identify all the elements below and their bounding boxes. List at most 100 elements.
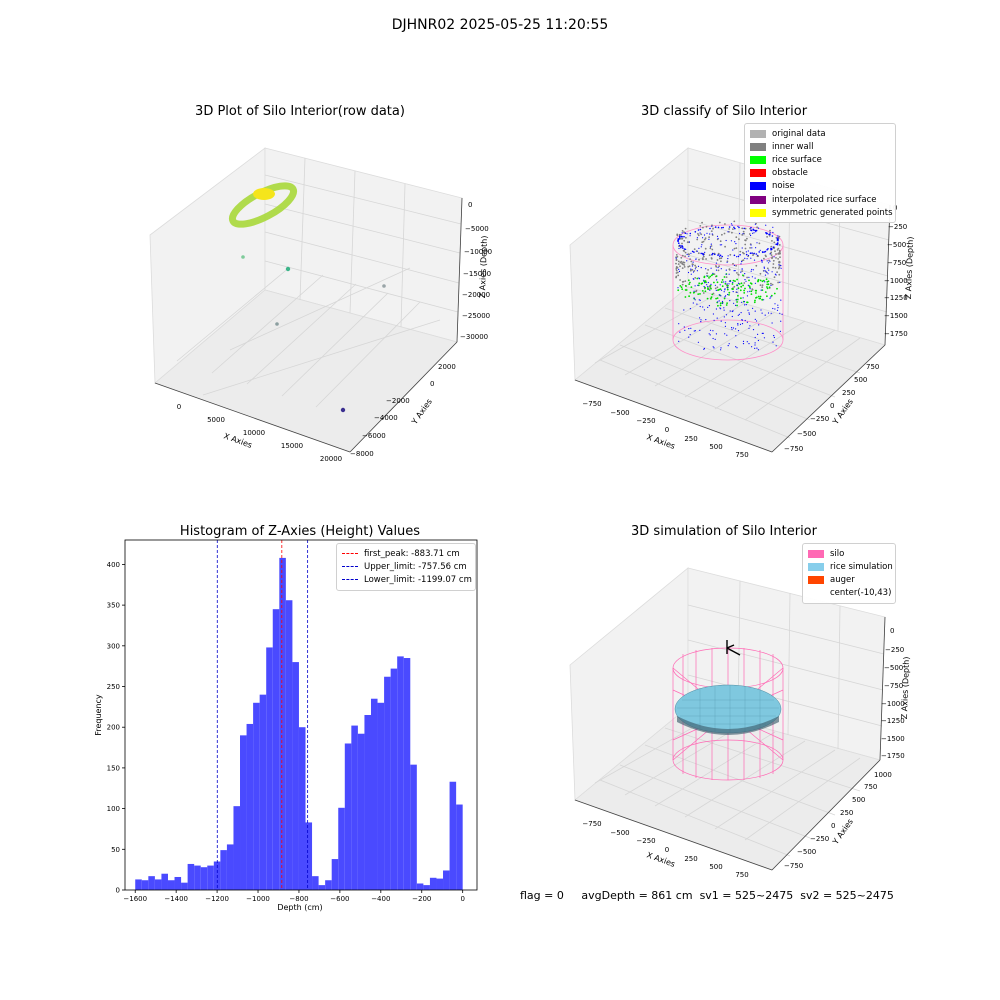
cloud-point: [743, 292, 746, 294]
panel4-y-tick: −750: [784, 862, 803, 870]
cloud-point: [762, 332, 764, 334]
cloud-point: [702, 255, 705, 258]
histogram-bar: [312, 876, 319, 890]
histogram-bar: [423, 885, 430, 890]
cloud-point: [747, 250, 749, 252]
panel1-z-tick: −10000: [464, 248, 492, 256]
cloud-point: [684, 296, 687, 298]
cloud-point: [678, 233, 681, 236]
cloud-point: [776, 239, 779, 241]
cloud-point: [771, 257, 773, 260]
cloud-point: [750, 229, 752, 231]
cloud-point: [684, 289, 687, 291]
panel2-y-axis-label: Y Axies: [830, 397, 855, 427]
panel1-z-axis-label: Z Axies (Depth): [478, 235, 489, 298]
cloud-point: [727, 287, 729, 289]
cloud-point: [761, 312, 763, 314]
cloud-point: [683, 309, 685, 311]
cloud-point: [721, 302, 724, 304]
cloud-point: [680, 245, 682, 248]
cloud-point: [776, 271, 778, 273]
cloud-point: [688, 283, 691, 285]
cloud-point: [745, 251, 748, 253]
cloud-point: [768, 233, 770, 236]
cloud-point: [732, 262, 734, 265]
cloud-point: [757, 339, 760, 342]
histogram-bar: [220, 850, 227, 890]
panel2-z-axis-label: Z Axies (Depth): [904, 236, 915, 299]
cloud-point: [745, 280, 747, 282]
cloud-point: [720, 257, 723, 260]
cloud-point: [748, 279, 750, 282]
panel2-y-tick: 500: [854, 376, 867, 384]
cloud-point: [675, 254, 678, 256]
cloud-point: [768, 269, 770, 271]
cloud-point: [724, 333, 726, 335]
panel4-rice-surface: [674, 684, 782, 734]
cloud-point: [778, 235, 781, 238]
cloud-point: [711, 252, 714, 255]
histogram-bar: [253, 702, 260, 890]
cloud-point: [742, 233, 744, 235]
cloud-point: [710, 257, 713, 260]
cloud-point: [749, 247, 751, 249]
cloud-point: [693, 291, 695, 294]
cloud-point: [742, 274, 744, 277]
cloud-point: [765, 271, 768, 273]
cloud-point: [745, 304, 747, 306]
cloud-point: [681, 232, 683, 234]
panel2-z-tick: −750: [887, 259, 906, 267]
cloud-point: [710, 296, 713, 299]
cloud-point: [696, 250, 698, 252]
cloud-point: [775, 243, 777, 245]
cloud-point: [721, 233, 723, 236]
histogram-bar: [318, 885, 326, 890]
cloud-point: [716, 235, 719, 237]
sv1-text: sv1 = 525~2475: [699, 889, 794, 902]
cloud-point: [681, 242, 683, 245]
cloud-point: [774, 250, 776, 253]
cloud-point: [702, 254, 705, 256]
cloud-point: [677, 263, 680, 265]
panel2-x-tick: −500: [610, 409, 629, 417]
panel4-y-tick: −500: [797, 848, 816, 856]
cloud-point: [720, 268, 722, 270]
cloud-point: [693, 248, 696, 251]
cloud-point: [721, 301, 724, 304]
cloud-point: [735, 298, 738, 301]
cloud-point: [728, 228, 730, 230]
panel1-z-tick: −25000: [462, 312, 490, 320]
cloud-point: [697, 293, 700, 295]
cloud-point: [697, 341, 700, 343]
cloud-point: [731, 288, 733, 290]
cloud-point: [728, 226, 731, 228]
cloud-point: [758, 297, 761, 300]
cloud-point: [731, 315, 733, 318]
cloud-point: [726, 288, 729, 291]
cloud-point: [748, 285, 751, 288]
cloud-point: [773, 336, 776, 339]
cloud-point: [725, 239, 727, 242]
cloud-point: [777, 252, 780, 255]
cloud-point: [712, 272, 714, 274]
panel4-x-tick: 500: [709, 863, 722, 871]
cloud-point: [694, 299, 696, 301]
cloud-point: [693, 270, 696, 272]
cloud-point: [697, 284, 700, 287]
cloud-point: [700, 252, 702, 255]
cloud-point: [764, 254, 767, 257]
cloud-point: [777, 237, 779, 239]
cloud-point: [723, 281, 725, 283]
cloud-point: [676, 233, 679, 236]
histogram-y-tick-label: 400: [107, 561, 120, 569]
panel1-floor-pane: [154, 289, 458, 453]
cloud-point: [761, 284, 764, 286]
cloud-point: [725, 273, 727, 275]
cloud-point: [677, 238, 679, 240]
cloud-point: [703, 347, 706, 350]
cloud-point: [761, 332, 763, 334]
histogram-bar: [181, 882, 188, 890]
cloud-point: [749, 252, 752, 254]
cloud-point: [678, 268, 680, 270]
cloud-point: [728, 273, 730, 275]
